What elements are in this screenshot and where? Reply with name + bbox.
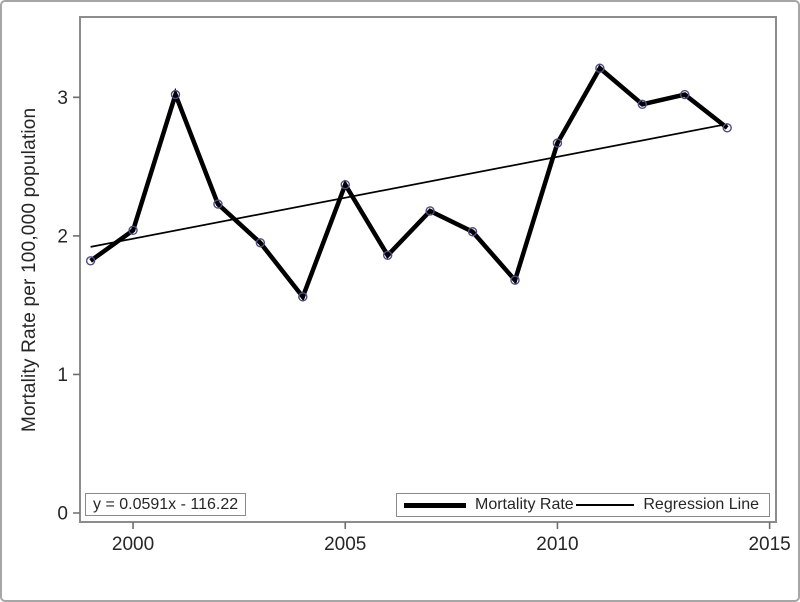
y-axis-title: Mortality Rate per 100,000 population — [19, 107, 40, 432]
data-point-marker — [298, 292, 308, 302]
data-point-marker — [637, 99, 648, 109]
data-point-marker — [382, 250, 393, 260]
y-tick-label: 1 — [57, 365, 68, 386]
x-tick-label: 2005 — [324, 534, 366, 555]
y-tick-label: 2 — [57, 226, 68, 247]
y-tick-label: 0 — [57, 503, 68, 524]
data-point-marker — [170, 89, 181, 100]
data-point-marker — [128, 225, 138, 236]
legend-label-regression-line: Regression Line — [643, 496, 759, 513]
legend: Mortality Rate Regression Line — [396, 493, 770, 517]
data-point-marker — [213, 199, 223, 209]
equation-text: y = 0.0591x - 116.22 — [93, 495, 239, 513]
x-tick-label: 2000 — [112, 534, 154, 555]
data-point-marker — [510, 275, 520, 285]
data-point-marker — [425, 206, 435, 216]
plot-frame — [79, 16, 777, 523]
data-point-marker — [255, 238, 266, 248]
data-point-marker — [680, 89, 690, 100]
equation-box: y = 0.0591x - 116.22 — [85, 493, 247, 516]
data-point-marker — [340, 179, 350, 190]
legend-label-mortality-rate: Mortality Rate — [475, 496, 574, 513]
y-tick-label: 3 — [57, 88, 68, 109]
thick-line-sample-icon — [404, 502, 466, 508]
mortality-rate-line — [89, 64, 729, 302]
data-point-marker — [595, 63, 605, 73]
data-point-marker — [85, 256, 96, 266]
data-point-marker — [552, 138, 563, 148]
x-tick-label: 2010 — [536, 534, 578, 555]
regression-line — [90, 123, 728, 248]
x-tick-label: 2015 — [748, 534, 790, 555]
legend-item-regression-line: Regression Line — [576, 496, 759, 514]
legend-item-mortality-rate: Mortality Rate — [404, 496, 574, 514]
data-point-marker — [467, 227, 478, 237]
thin-line-sample-icon — [576, 504, 635, 506]
data-point-marker — [722, 123, 732, 133]
